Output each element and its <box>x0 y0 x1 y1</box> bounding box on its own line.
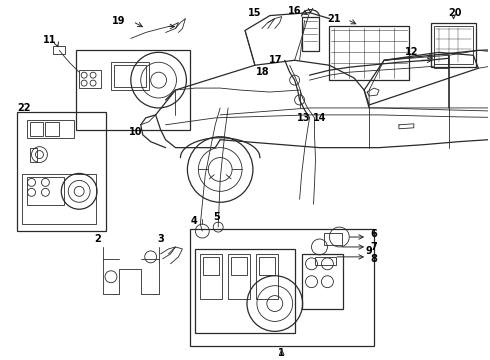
Text: 16: 16 <box>288 6 301 15</box>
Text: 5: 5 <box>213 212 220 222</box>
Bar <box>203 257 219 275</box>
Bar <box>200 254 222 298</box>
Text: 10: 10 <box>129 127 143 137</box>
Bar <box>196 249 294 333</box>
Text: 2: 2 <box>95 234 101 244</box>
Bar <box>111 62 148 90</box>
Text: 12: 12 <box>405 47 418 57</box>
Text: 13: 13 <box>297 113 310 123</box>
Bar <box>46 122 59 136</box>
Bar <box>26 120 74 138</box>
Bar <box>256 254 278 298</box>
Text: 4: 4 <box>191 216 198 226</box>
Text: 19: 19 <box>112 15 125 26</box>
Bar <box>302 254 343 309</box>
Text: 18: 18 <box>256 67 270 77</box>
Text: 14: 14 <box>313 113 326 123</box>
Bar <box>431 23 476 67</box>
Bar <box>17 112 106 231</box>
Bar <box>228 254 250 298</box>
Text: 21: 21 <box>328 14 341 23</box>
Text: 1: 1 <box>278 348 285 358</box>
Bar <box>26 177 64 205</box>
Bar <box>315 257 336 265</box>
Bar <box>79 70 101 88</box>
Text: 8: 8 <box>370 254 377 264</box>
Bar <box>29 122 44 136</box>
Text: 20: 20 <box>448 8 461 18</box>
Text: 3: 3 <box>157 234 164 244</box>
Text: 22: 22 <box>17 103 30 113</box>
Bar <box>114 65 146 87</box>
Text: 11: 11 <box>43 35 56 45</box>
Text: 17: 17 <box>269 55 283 65</box>
Text: 7: 7 <box>371 242 377 252</box>
Bar <box>191 229 374 346</box>
Bar <box>329 26 409 80</box>
Text: 6: 6 <box>371 229 377 239</box>
Bar <box>434 26 473 64</box>
Bar <box>259 257 275 275</box>
Text: 15: 15 <box>248 8 262 18</box>
Bar <box>76 50 191 130</box>
Bar <box>231 257 247 275</box>
Bar <box>302 17 319 51</box>
Bar <box>324 233 343 245</box>
Bar <box>29 148 37 162</box>
Text: 9: 9 <box>366 246 372 256</box>
Bar <box>434 54 447 68</box>
Bar <box>22 175 96 224</box>
Bar <box>53 46 65 54</box>
